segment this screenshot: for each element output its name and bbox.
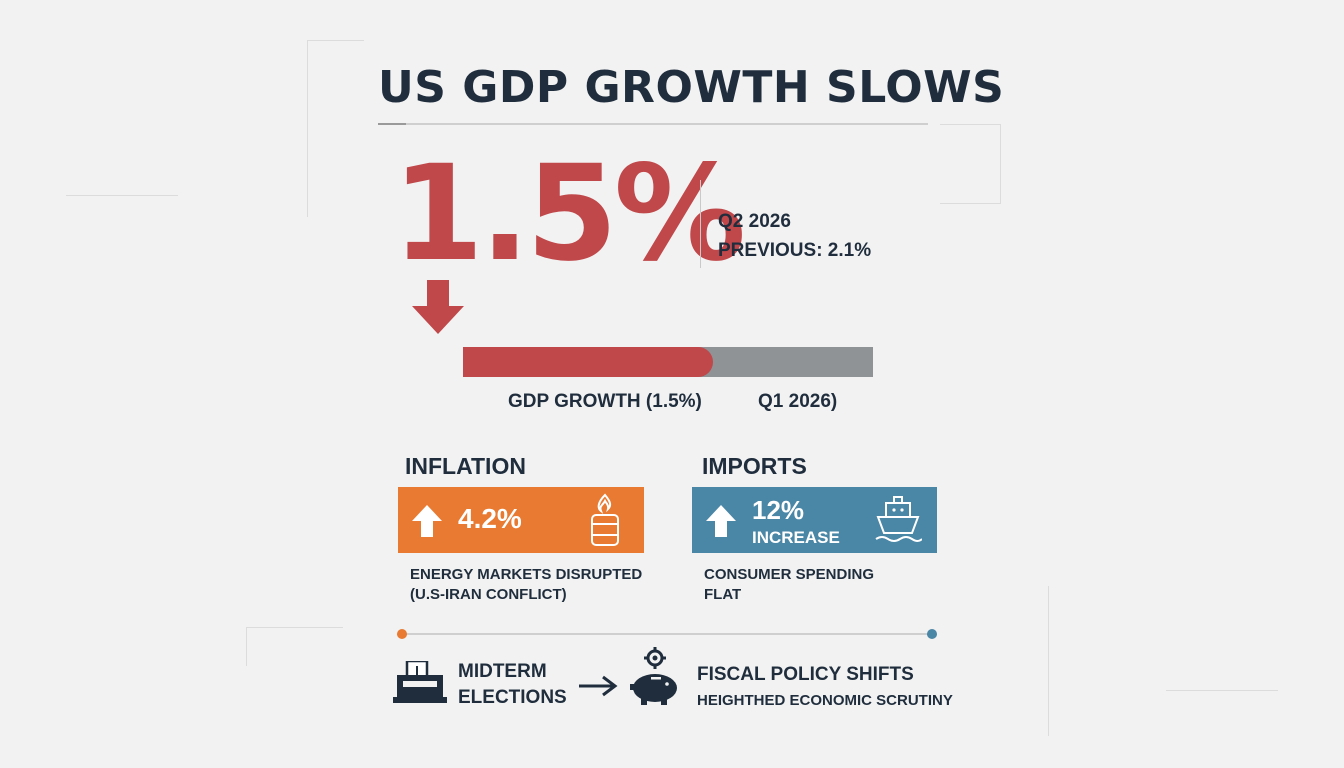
- decor-line: [246, 627, 343, 666]
- flow-right-sub: HEIGHTHED ECONOMIC SCRUTINY: [697, 692, 953, 709]
- progress-label-right: Q1 2026): [758, 391, 838, 412]
- inflation-note-line1: ENERGY MARKETS DISRUPTED: [410, 566, 643, 583]
- timeline-dot-end: [927, 629, 937, 639]
- headline: US GDP GROWTH SLOWS: [378, 62, 1005, 113]
- imports-value: 12%: [752, 495, 805, 525]
- down-arrow-icon: [412, 280, 464, 334]
- flow-left-line2: ELECTIONS: [458, 687, 567, 708]
- flow-left-line1: MIDTERM: [458, 661, 547, 682]
- imports-card: 12% INCREASE: [692, 487, 937, 553]
- title-underline: [378, 123, 928, 125]
- hero-value: 1.5%: [392, 137, 746, 291]
- imports-title: IMPORTS: [702, 453, 807, 479]
- decor-line: [940, 124, 1001, 204]
- up-arrow-icon: [706, 505, 736, 537]
- timeline-line: [402, 633, 932, 635]
- gdp-progress-fill: [463, 347, 714, 377]
- inflation-note-line2: (U.S-IRAN CONFLICT): [410, 586, 567, 603]
- ballot-box-icon: [393, 661, 447, 703]
- hero-divider: [700, 180, 701, 268]
- up-arrow-icon: [412, 505, 442, 537]
- timeline-dot-start: [397, 629, 407, 639]
- imports-note-line2: FLAT: [704, 586, 742, 603]
- inflation-card: 4.2%: [398, 487, 644, 553]
- inflation-title: INFLATION: [405, 453, 526, 479]
- hero-period: Q2 2026: [718, 211, 791, 232]
- decor-line: [1166, 690, 1278, 691]
- decor-line: [66, 195, 178, 196]
- imports-note-line1: CONSUMER SPENDING: [704, 566, 875, 583]
- hero-previous: PREVIOUS: 2.1%: [718, 240, 872, 261]
- decor-line: [1048, 586, 1049, 736]
- flow-right-title: FISCAL POLICY SHIFTS: [697, 664, 914, 685]
- piggy-bank-gear-icon: [630, 647, 677, 705]
- gdp-progress-bar: [463, 347, 873, 377]
- flow-left-label: MIDTERM ELECTIONS: [458, 659, 567, 711]
- inflation-value: 4.2%: [458, 503, 522, 534]
- imports-sub: INCREASE: [752, 528, 840, 547]
- inflation-note: ENERGY MARKETS DISRUPTED (U.S-IRAN CONFL…: [410, 565, 642, 605]
- cargo-ship-icon: [875, 496, 922, 542]
- right-arrow-icon: [579, 675, 618, 697]
- progress-label-left: GDP GROWTH (1.5%): [508, 391, 702, 412]
- decor-line: [307, 40, 364, 217]
- imports-note: CONSUMER SPENDING FLAT: [704, 565, 874, 605]
- oil-barrel-fire-icon: [591, 493, 619, 546]
